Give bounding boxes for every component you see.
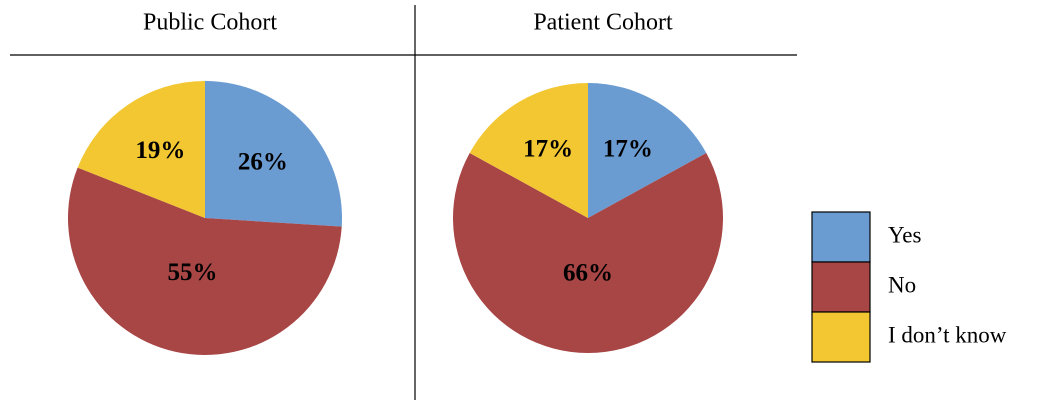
data-label: 17%	[523, 135, 573, 162]
chart-title: Patient Cohort	[533, 10, 673, 36]
legend-swatch	[811, 311, 871, 363]
pie-slice	[452, 152, 724, 354]
pie-slice	[588, 83, 707, 218]
legend-swatch	[811, 261, 871, 313]
data-label: 66%	[563, 259, 613, 286]
pie-slice	[205, 81, 343, 227]
legend-swatch	[811, 211, 871, 263]
data-label: 26%	[238, 148, 288, 175]
legend-label: No	[888, 272, 916, 297]
data-label: 19%	[135, 137, 185, 164]
legend-label: I don’t know	[888, 322, 1007, 347]
data-label: 17%	[603, 135, 653, 162]
pie-slice	[469, 83, 588, 218]
data-label: 55%	[167, 259, 217, 286]
pie-slice	[77, 81, 205, 218]
pie-slice	[68, 167, 342, 355]
legend-label: Yes	[888, 222, 922, 247]
chart-title: Public Cohort	[143, 10, 277, 36]
